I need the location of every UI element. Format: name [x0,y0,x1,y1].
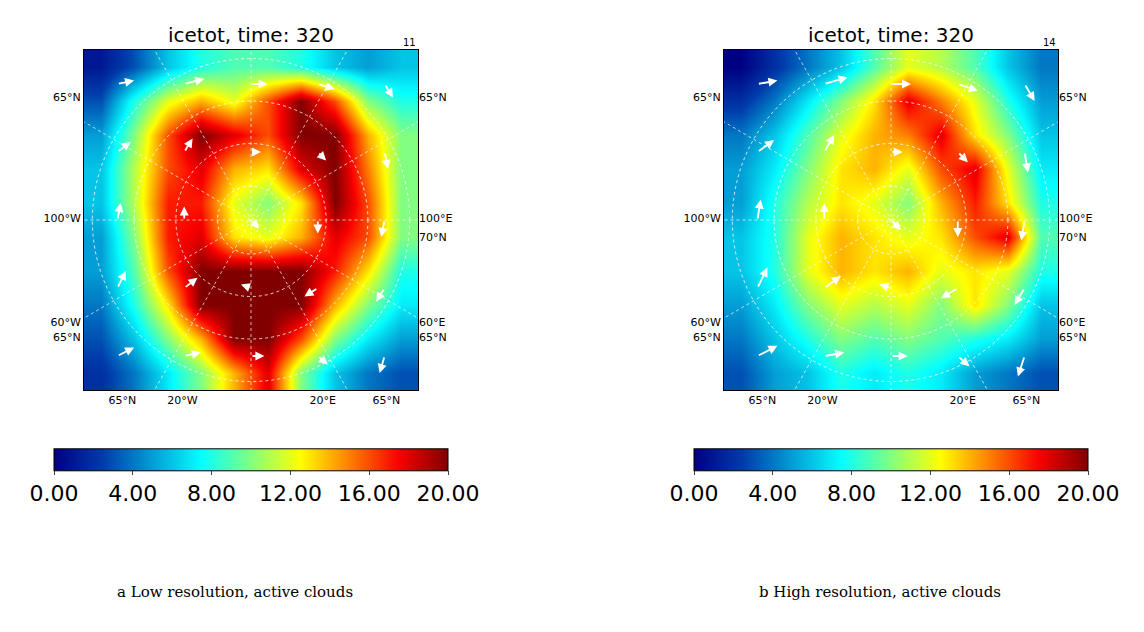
svg-text:60°W: 60°W [50,316,80,329]
svg-text:14: 14 [1043,37,1056,48]
svg-text:0.00: 0.00 [30,481,79,506]
svg-text:icetot, time: 320: icetot, time: 320 [168,23,334,47]
svg-text:65°N: 65°N [53,331,81,344]
svg-text:70°N: 70°N [419,231,447,244]
svg-text:20°W: 20°W [807,394,837,407]
svg-text:65°N: 65°N [749,394,777,407]
svg-text:70°N: 70°N [1059,231,1087,244]
svg-text:65°N: 65°N [1012,394,1040,407]
svg-text:100°E: 100°E [1059,212,1092,225]
svg-text:8.00: 8.00 [187,481,236,506]
svg-text:65°N: 65°N [372,394,400,407]
svg-text:a Low resolution, active cloud: a Low resolution, active clouds [117,583,353,601]
svg-text:4.00: 4.00 [748,481,797,506]
svg-text:20.00: 20.00 [417,481,480,506]
svg-text:60°E: 60°E [1059,316,1085,329]
svg-text:65°N: 65°N [693,91,721,104]
svg-text:icetot, time: 320: icetot, time: 320 [808,23,974,47]
svg-text:16.00: 16.00 [338,481,401,506]
svg-text:65°N: 65°N [109,394,137,407]
svg-text:65°N: 65°N [693,331,721,344]
svg-text:65°N: 65°N [419,91,447,104]
svg-text:100°W: 100°W [43,212,80,225]
svg-text:60°W: 60°W [690,316,720,329]
svg-text:20.00: 20.00 [1057,481,1120,506]
svg-text:20°E: 20°E [310,394,336,407]
svg-text:11: 11 [403,37,416,48]
svg-text:20°W: 20°W [167,394,197,407]
svg-text:8.00: 8.00 [827,481,876,506]
svg-text:12.00: 12.00 [899,481,962,506]
svg-text:b High resolution, active clou: b High resolution, active clouds [759,583,1001,601]
svg-text:65°N: 65°N [53,91,81,104]
svg-text:0.00: 0.00 [670,481,719,506]
svg-text:60°E: 60°E [419,316,445,329]
svg-text:4.00: 4.00 [108,481,157,506]
svg-text:65°N: 65°N [1059,331,1087,344]
svg-text:65°N: 65°N [1059,91,1087,104]
svg-text:16.00: 16.00 [978,481,1041,506]
svg-text:20°E: 20°E [950,394,976,407]
svg-text:65°N: 65°N [419,331,447,344]
svg-text:100°E: 100°E [419,212,452,225]
svg-text:100°W: 100°W [683,212,720,225]
svg-text:12.00: 12.00 [259,481,322,506]
